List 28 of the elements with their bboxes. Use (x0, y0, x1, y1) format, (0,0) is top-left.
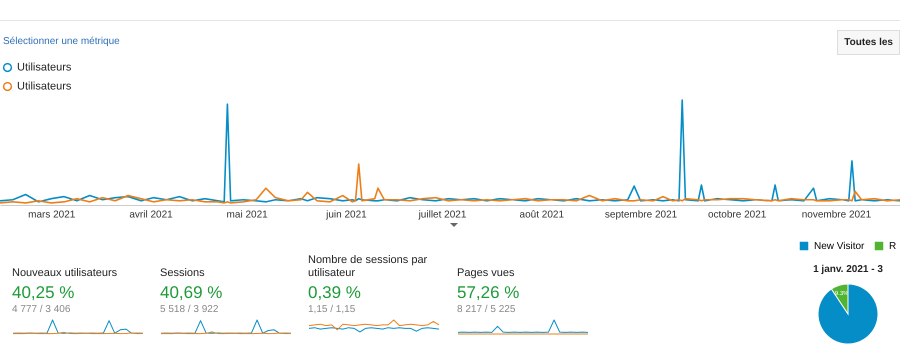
text: 0,39 % (308, 283, 362, 303)
x-tick-label: novembre 2021 (802, 210, 872, 220)
x-tick-label: septembre 2021 (604, 210, 678, 220)
text: 5 518 / 3 922 (160, 304, 220, 315)
text: Sélectionner une métrique (3, 36, 120, 47)
text: Toutes les (837, 30, 900, 55)
text: 57,26 % (457, 283, 520, 303)
x-tick-label: mai 2021 (226, 210, 268, 220)
chart-title: Pages vues (457, 266, 516, 280)
legend-label: New Visitor (814, 241, 866, 252)
chart-title: Nouveaux utilisateurs (12, 266, 118, 280)
x-tick-label: juillet 2021 (418, 210, 467, 220)
text: 4 777 / 3 406 (12, 304, 72, 315)
text: 8 217 / 5 225 (457, 304, 516, 315)
x-tick-label: mars 2021 (28, 210, 76, 220)
text: 40,69 % (160, 283, 224, 303)
x-tick-label: août 2021 (520, 210, 564, 220)
legend-label: Utilisateurs (17, 62, 72, 74)
x-tick-label: octobre 2021 (708, 210, 767, 220)
text: 40,25 % (12, 283, 76, 303)
legend-label: Utilisateurs (17, 80, 72, 92)
x-tick-label: avril 2021 (129, 210, 174, 220)
text: 1,15 / 1,15 (308, 304, 356, 315)
chart-title: Sessions (160, 266, 206, 280)
chart-title: Nombre de sessions par utilisateur (308, 254, 428, 280)
legend-label: R (889, 241, 896, 252)
x-tick-label: juin 2021 (325, 210, 368, 220)
text: 1 janv. 2021 - 3 (813, 264, 884, 275)
